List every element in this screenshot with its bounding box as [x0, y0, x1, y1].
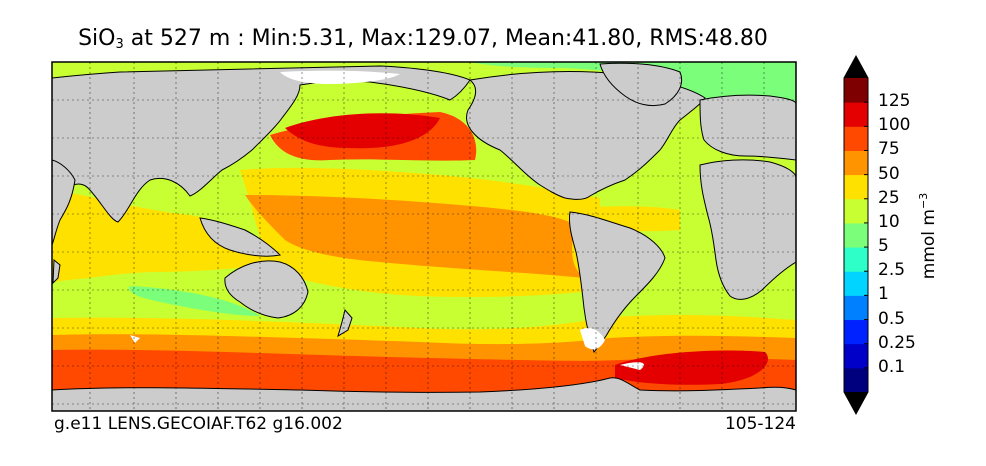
colorbar-min-extend [844, 392, 868, 414]
africa-east [699, 159, 796, 300]
colorbar-tick-label: 25 [878, 187, 900, 208]
colorbar-segment [844, 102, 868, 127]
colorbar-segment [844, 222, 868, 248]
colorbar-segment [844, 174, 868, 200]
colorbar-segment [844, 126, 868, 151]
colorbar-segment [844, 295, 868, 321]
indian-ocean-50-north [60, 190, 140, 250]
colorbar-tick-label: 0.25 [878, 332, 916, 353]
greenland [599, 62, 683, 107]
graticule [52, 62, 796, 411]
colorbar-segment [844, 247, 868, 272]
africa [52, 159, 76, 246]
colorbar-segment [844, 271, 868, 296]
antarctica [52, 377, 796, 411]
colorbar-tick-label: 1 [878, 284, 889, 305]
indian-ocean-5-tongue [129, 286, 260, 316]
colorbar-max-extend [844, 56, 868, 78]
colorbar-tick-label: 100 [878, 115, 911, 136]
maritime-continent [199, 217, 282, 257]
weddell-sea-high [615, 350, 768, 385]
colorbar-tick-label: 5 [878, 236, 889, 257]
land [52, 62, 796, 411]
madagascar [52, 258, 61, 285]
colorbar-tick-label: 75 [878, 139, 900, 160]
colorbar-tick-label: 2.5 [878, 260, 906, 281]
eurasia [52, 65, 471, 223]
map-title: SiO3 at 527 m : Min:5.31, Max:129.07, Me… [78, 26, 768, 52]
europe [699, 94, 796, 161]
colorbar-segment [844, 343, 868, 369]
pacific-50 [245, 195, 585, 278]
colorbar-segment [844, 198, 868, 224]
colorbar-tick-label: 0.5 [878, 308, 906, 329]
colorbar-tick-label: 10 [878, 211, 900, 232]
colorbar-segment [844, 150, 868, 176]
colorbar-frame [843, 54, 869, 416]
colorbar-tick-label: 125 [878, 91, 911, 112]
colorbar-segment [844, 367, 868, 393]
colorbar-segment [844, 319, 868, 345]
colorbar-units: mmol m−3 [917, 192, 939, 280]
colorbar-tick-label: 50 [878, 163, 900, 184]
year-range: 105-124 [724, 414, 796, 434]
colorbar-tick-label: 0.1 [878, 356, 906, 377]
new-zealand [337, 308, 353, 338]
colorbar-segment [844, 78, 868, 103]
south-america [569, 211, 666, 353]
australia [224, 260, 309, 319]
map-frame [51, 61, 797, 412]
case-name: g.e11 LENS.GECOIAF.T62 g16.002 [54, 414, 343, 434]
north-pacific-100 [285, 113, 440, 149]
missing-data [130, 70, 644, 370]
